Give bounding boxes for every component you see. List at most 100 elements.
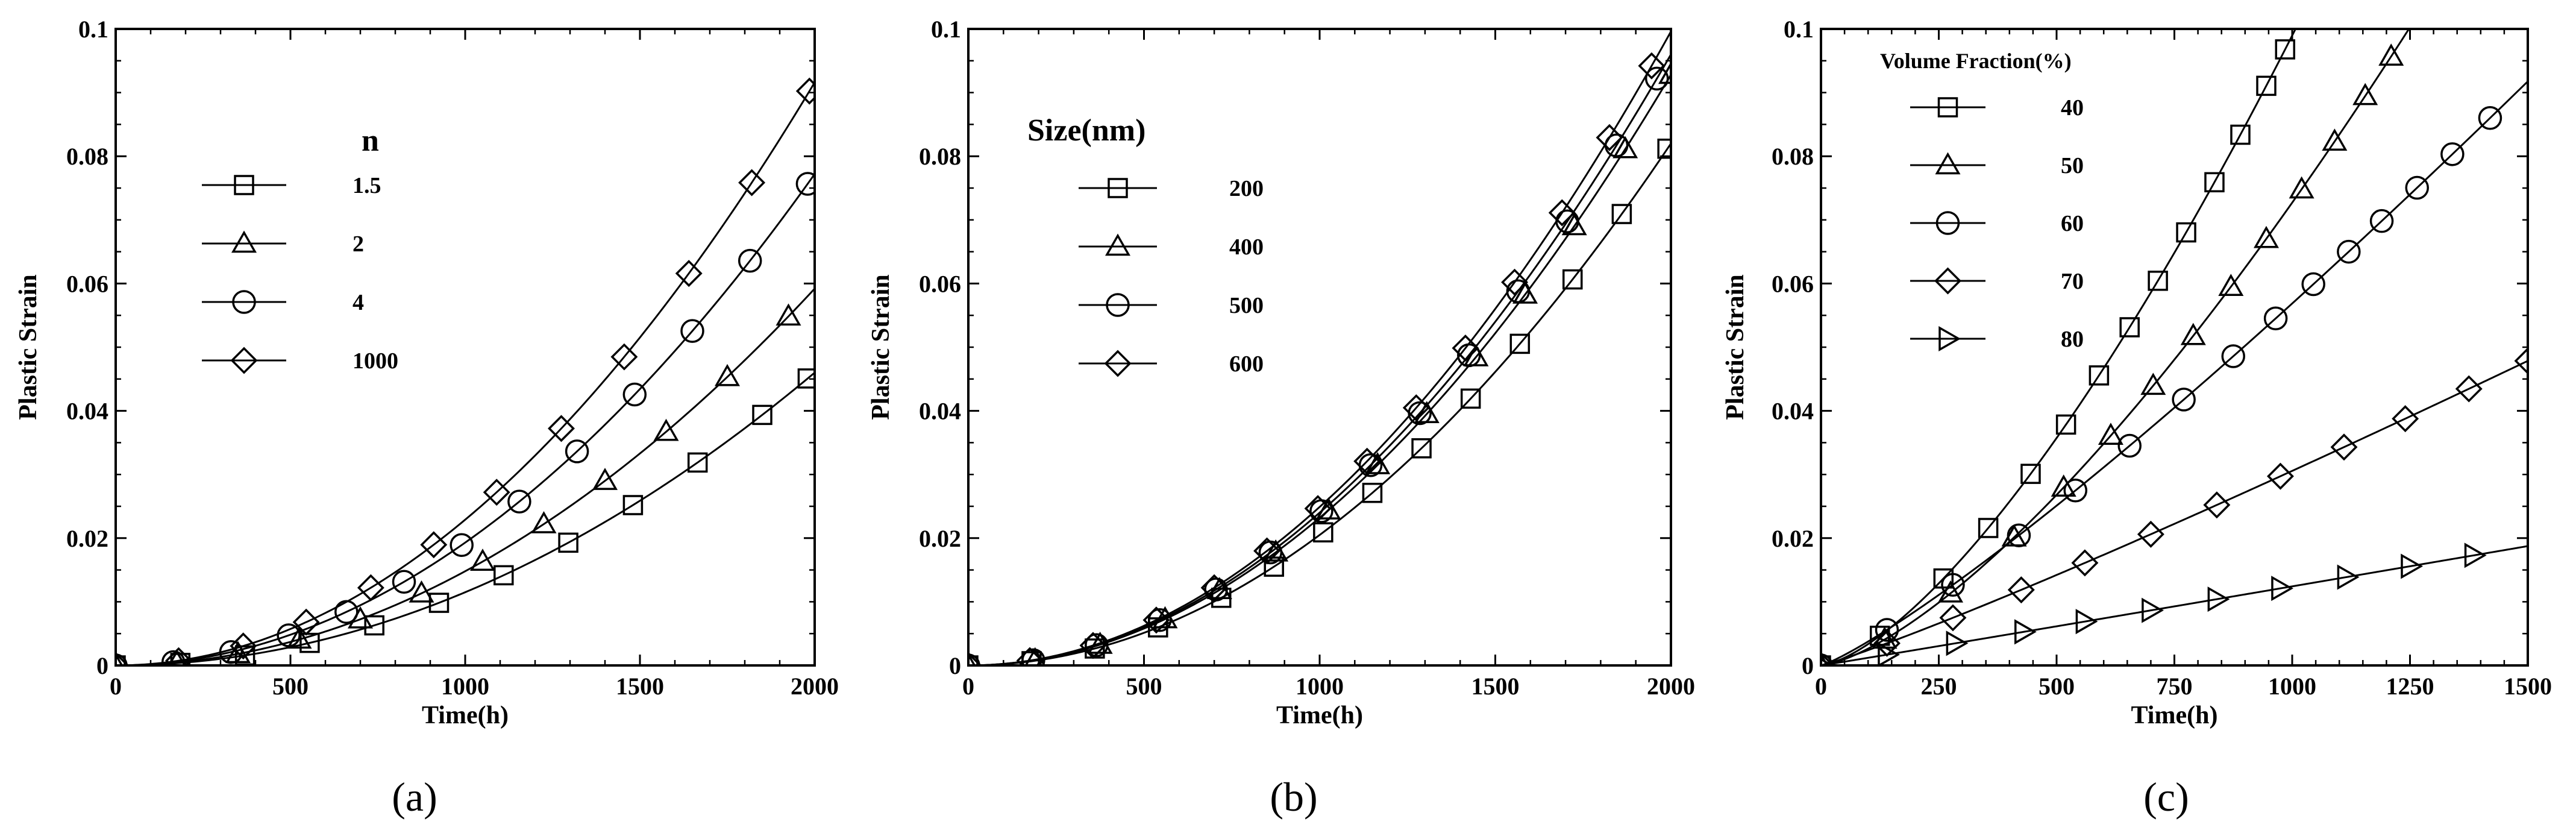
legend-item-70: 70 [1910,267,2084,295]
data-point-marker [2063,479,2088,503]
data-point-marker [2014,619,2037,645]
data-point-marker [2337,239,2361,264]
y-tick-label: 0.02 [1772,525,1814,552]
data-point-marker [2007,523,2031,548]
legend-marker [1934,267,1961,295]
legend-marker [1105,233,1131,256]
x-tick-label: 1000 [2268,673,2316,700]
data-point-marker [2378,43,2404,66]
x-tick-label: 2000 [791,673,839,700]
series-500 [968,54,1671,665]
series-group [1821,29,2528,665]
data-point-marker [2204,172,2225,193]
data-point-marker [2301,272,2325,297]
data-point-marker [2148,271,2168,291]
data-point-marker [2514,347,2528,375]
data-point-marker [1264,556,1284,577]
series-50 [1821,29,2410,665]
data-point-marker [622,495,644,515]
legend: Size(nm) 200 400 500 600 [1027,113,1264,377]
y-tick-label: 0 [1802,652,1814,679]
data-point-marker [1253,537,1281,565]
data-point-marker [2071,549,2099,577]
series-line [116,173,815,665]
chart-panel-a: 0 500 1000 1500 2000 0 0.02 0.04 0.06 0.08 0.1 Time… [14,16,839,820]
series-70 [1821,347,2528,665]
legend-marker [231,230,257,253]
data-point-marker [1657,138,1671,159]
data-point-marker [2172,388,2196,412]
data-point-marker [2055,414,2076,435]
legend-marker [1938,325,1961,352]
data-point-marker [1087,632,1113,654]
x-tick-label: 0 [110,673,122,700]
data-point-marker [116,652,124,665]
plot-frame [114,28,816,667]
y-tick-label: 0.08 [66,143,108,170]
series-80 [1821,542,2528,665]
data-point-marker [2405,175,2429,200]
data-point-marker [1939,604,1967,632]
series-2 [116,288,815,665]
y-axis-label: Plastic Strain [867,274,895,420]
legend-label: 200 [1229,176,1264,201]
legend-title: Size(nm) [1027,113,1145,148]
x-tick-label: 1000 [1296,673,1344,700]
data-point-marker [469,549,496,571]
data-point-marker [2230,124,2251,145]
data-point-marker [1021,648,1045,665]
data-point-marker [1411,438,1432,459]
data-point-marker [2253,225,2280,248]
x-tick-label: 1500 [1471,673,1520,700]
data-point-marker [2330,433,2358,461]
series-600 [968,31,1671,665]
data-point-marker [1452,335,1479,362]
y-tick-label: 0.08 [919,143,961,170]
legend-marker [1106,293,1130,317]
legend-item-4: 4 [202,290,364,315]
data-point-marker [2140,372,2166,395]
data-point-marker [1638,52,1666,80]
legend-item-2: 2 [202,230,364,257]
data-point-marker [483,479,510,506]
data-point-marker [2440,142,2465,166]
data-point-marker [1402,394,1430,422]
data-point-marker [610,343,638,371]
data-point-marker [1304,495,1332,523]
data-point-marker [428,593,450,613]
data-point-marker [1821,658,1834,665]
x-axis-label: Time(h) [1276,702,1363,729]
x-axis-label: Time(h) [422,702,509,729]
data-point-marker [392,570,416,594]
legend-label: 4 [353,290,364,315]
legend-label: 80 [2061,327,2084,352]
data-point-marker [1596,124,1623,151]
legend-item-400: 400 [1079,233,1264,260]
data-point-marker [1016,647,1044,665]
data-point-marker [2203,491,2231,519]
data-point-marker [558,532,578,553]
data-point-marker [409,580,434,603]
series-line [116,81,815,665]
y-tick-label: 0.1 [1784,16,1814,43]
data-point-marker [752,404,772,426]
data-point-marker [1460,388,1481,409]
chart-panel-c: 0 250 500 750 1000 1250 1500 0 0.02 0.04 0.06 0.08 0… [1722,16,2552,820]
data-point-marker [687,452,708,473]
data-point-marker [286,626,312,649]
data-point-marker [1875,618,1899,642]
x-tick-label: 0 [962,673,974,700]
y-tick-label: 0.02 [919,525,961,552]
data-point-marker [1548,199,1576,227]
legend-title: Volume Fraction(%) [1880,49,2072,73]
legend-label: 2 [353,231,364,257]
chart-panel-b: 0 500 1000 1500 2000 0 0.02 0.04 0.06 0.08 0.1 Time… [867,16,1695,820]
data-point-marker [1313,522,1333,542]
data-point-marker [2256,75,2277,96]
data-point-marker [2176,222,2196,243]
data-point-marker [2119,317,2140,338]
data-point-marker [1085,633,1109,657]
x-axis-label: Time(h) [2131,702,2218,729]
data-point-marker [2207,586,2230,612]
